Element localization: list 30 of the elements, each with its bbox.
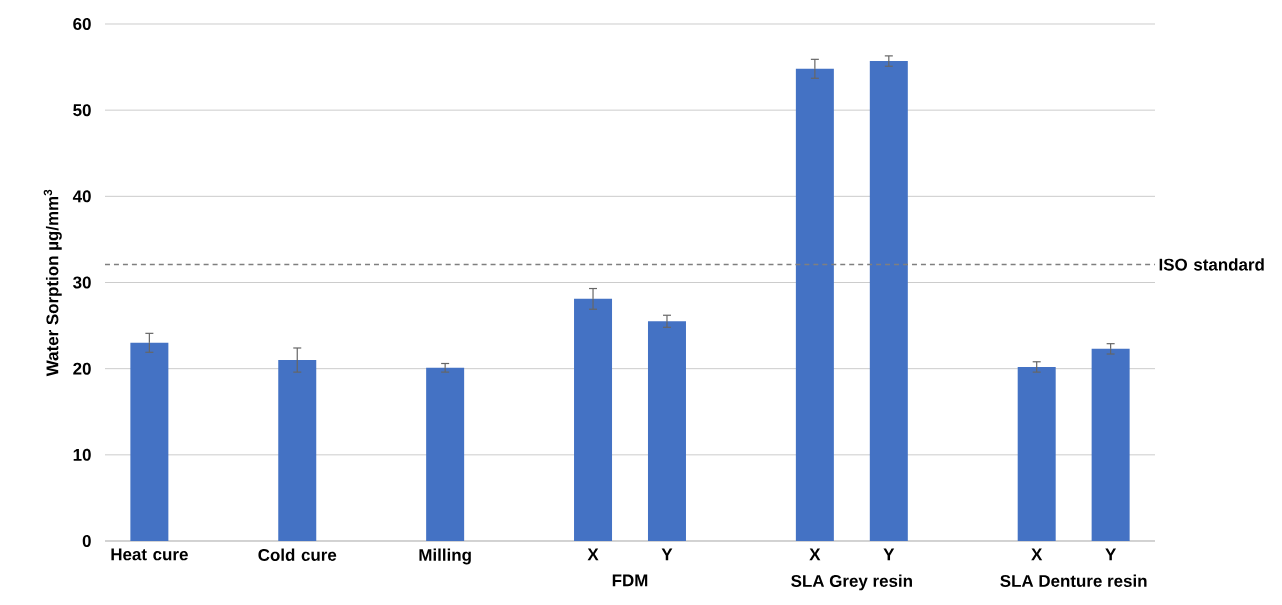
x-tick-label: X xyxy=(809,548,821,561)
text: FDM xyxy=(612,574,648,587)
y-tick-label: 40 xyxy=(72,190,91,203)
x-tick-label: X xyxy=(587,548,599,561)
y-tick-label: 50 xyxy=(73,104,91,117)
y-tick-label: 60 xyxy=(73,18,91,30)
bar xyxy=(1017,366,1056,541)
ref-line-label: ISO standard xyxy=(1159,258,1264,271)
bar xyxy=(426,367,465,541)
bar xyxy=(278,360,317,541)
bar xyxy=(1091,348,1130,541)
bar xyxy=(130,342,169,541)
bar xyxy=(647,321,686,541)
x-tick-label: Y xyxy=(1105,548,1117,561)
y-tick-label: 30 xyxy=(73,276,91,289)
text: SLA Denture resin xyxy=(1000,574,1147,587)
x-tick-label: Y xyxy=(661,548,673,561)
x-tick-label: Y xyxy=(883,548,895,561)
x-tick-label: Cold cure xyxy=(258,548,337,561)
x-tick-label: X xyxy=(1031,548,1043,561)
x-tick-label: Heat cure xyxy=(111,548,188,561)
x-tick-label: Milling xyxy=(419,548,471,565)
y-tick-label: 10 xyxy=(73,448,91,461)
bar xyxy=(869,61,908,541)
y-tick-label: 20 xyxy=(73,362,91,375)
text: SLA Grey resin xyxy=(791,574,912,591)
y-axis-title: Water Sorption µg/mm$^{3}$ xyxy=(43,189,62,377)
bar xyxy=(574,298,613,541)
bar xyxy=(795,68,834,541)
y-tick-label: 0 xyxy=(82,535,91,547)
